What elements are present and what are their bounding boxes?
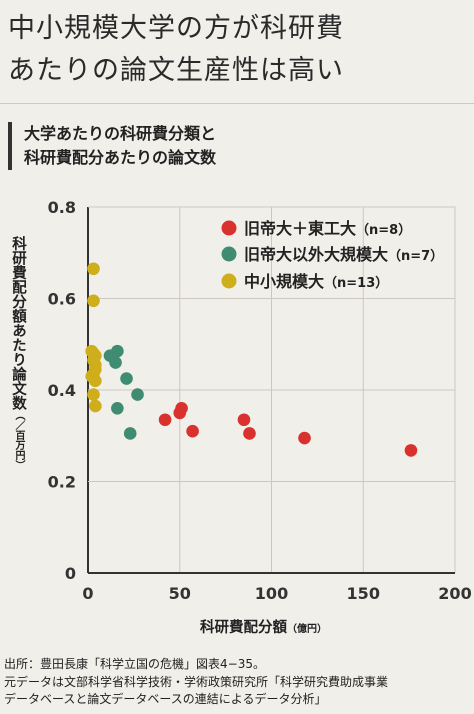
x-tick-label: 200 [438, 584, 471, 603]
data-point [175, 402, 188, 415]
headline-line-2: あたりの論文生産性は高い [8, 55, 344, 86]
data-point [186, 424, 199, 438]
x-axis-label-text: 科研費配分額 [200, 620, 287, 636]
source-line-1: 出所：豊田長康「科学立国の危機」図表4−35。 [4, 657, 265, 671]
x-tick-label: 150 [347, 584, 380, 603]
divider [0, 103, 474, 104]
y-tick-label: 0 [65, 564, 76, 583]
legend-marker [221, 273, 237, 289]
data-point [87, 294, 100, 308]
data-point [123, 427, 137, 440]
legend-marker [221, 220, 237, 236]
x-tick-label: 0 [82, 584, 93, 603]
legend-count: （n=8） [356, 222, 411, 238]
data-point [89, 399, 102, 413]
data-point [111, 344, 124, 358]
headline: 中小規模大学の方が科研費 あたりの論文生産性は高い [8, 8, 468, 92]
legend-marker [221, 246, 237, 262]
data-point [120, 372, 133, 385]
subtitle-line-2: 科研費配分あたりの論文数 [24, 148, 217, 167]
data-point [87, 388, 100, 401]
data-point [298, 431, 311, 445]
data-point [109, 356, 122, 369]
data-point [243, 427, 256, 440]
data-point [111, 402, 124, 415]
x-tick-label: 100 [255, 584, 288, 603]
data-point [404, 444, 418, 457]
legend-label: 中小規模大（n=13） [244, 272, 388, 291]
data-point [158, 413, 172, 427]
x-axis-unit: （億円） [287, 624, 327, 635]
legend-count: （n=7） [388, 248, 443, 264]
y-axis-label: 科研費配分額あたり論文数（／百万円） [6, 236, 28, 470]
legend-label: 旧帝大以外大規模大（n=7） [244, 245, 443, 264]
y-tick-label: 0.2 [48, 473, 76, 492]
legend-label: 旧帝大＋東工大（n=8） [244, 219, 411, 238]
y-axis-unit: （／百万円） [13, 410, 24, 470]
source-note: 出所：豊田長康「科学立国の危機」図表4−35。 元データは文部科学省科学技術・学… [4, 656, 470, 709]
x-axis-label: 科研費配分額（億円） [200, 616, 327, 637]
y-tick-label: 0.6 [48, 290, 76, 309]
x-tick-label: 50 [169, 584, 191, 603]
data-point [131, 388, 144, 401]
data-point [87, 262, 100, 276]
data-point [237, 413, 251, 427]
source-line-3: データベースと論文データベースの連結によるデータ分析」 [4, 692, 327, 706]
y-tick-label: 0.8 [48, 198, 76, 217]
source-line-2: 元データは文部科学省科学技術・学術政策研究所「科学研究費助成事業 [4, 674, 389, 689]
y-axis-label-text: 科研費配分額あたり論文数 [10, 236, 26, 410]
chart-subtitle: 大学あたりの科研費分類と 科研費配分あたりの論文数 [8, 122, 216, 170]
headline-line-1: 中小規模大学の方が科研費 [8, 13, 344, 44]
data-point [89, 374, 102, 388]
subtitle-line-1: 大学あたりの科研費分類と [24, 124, 217, 143]
legend-count: （n=13） [324, 275, 388, 291]
y-tick-label: 0.4 [48, 381, 76, 400]
